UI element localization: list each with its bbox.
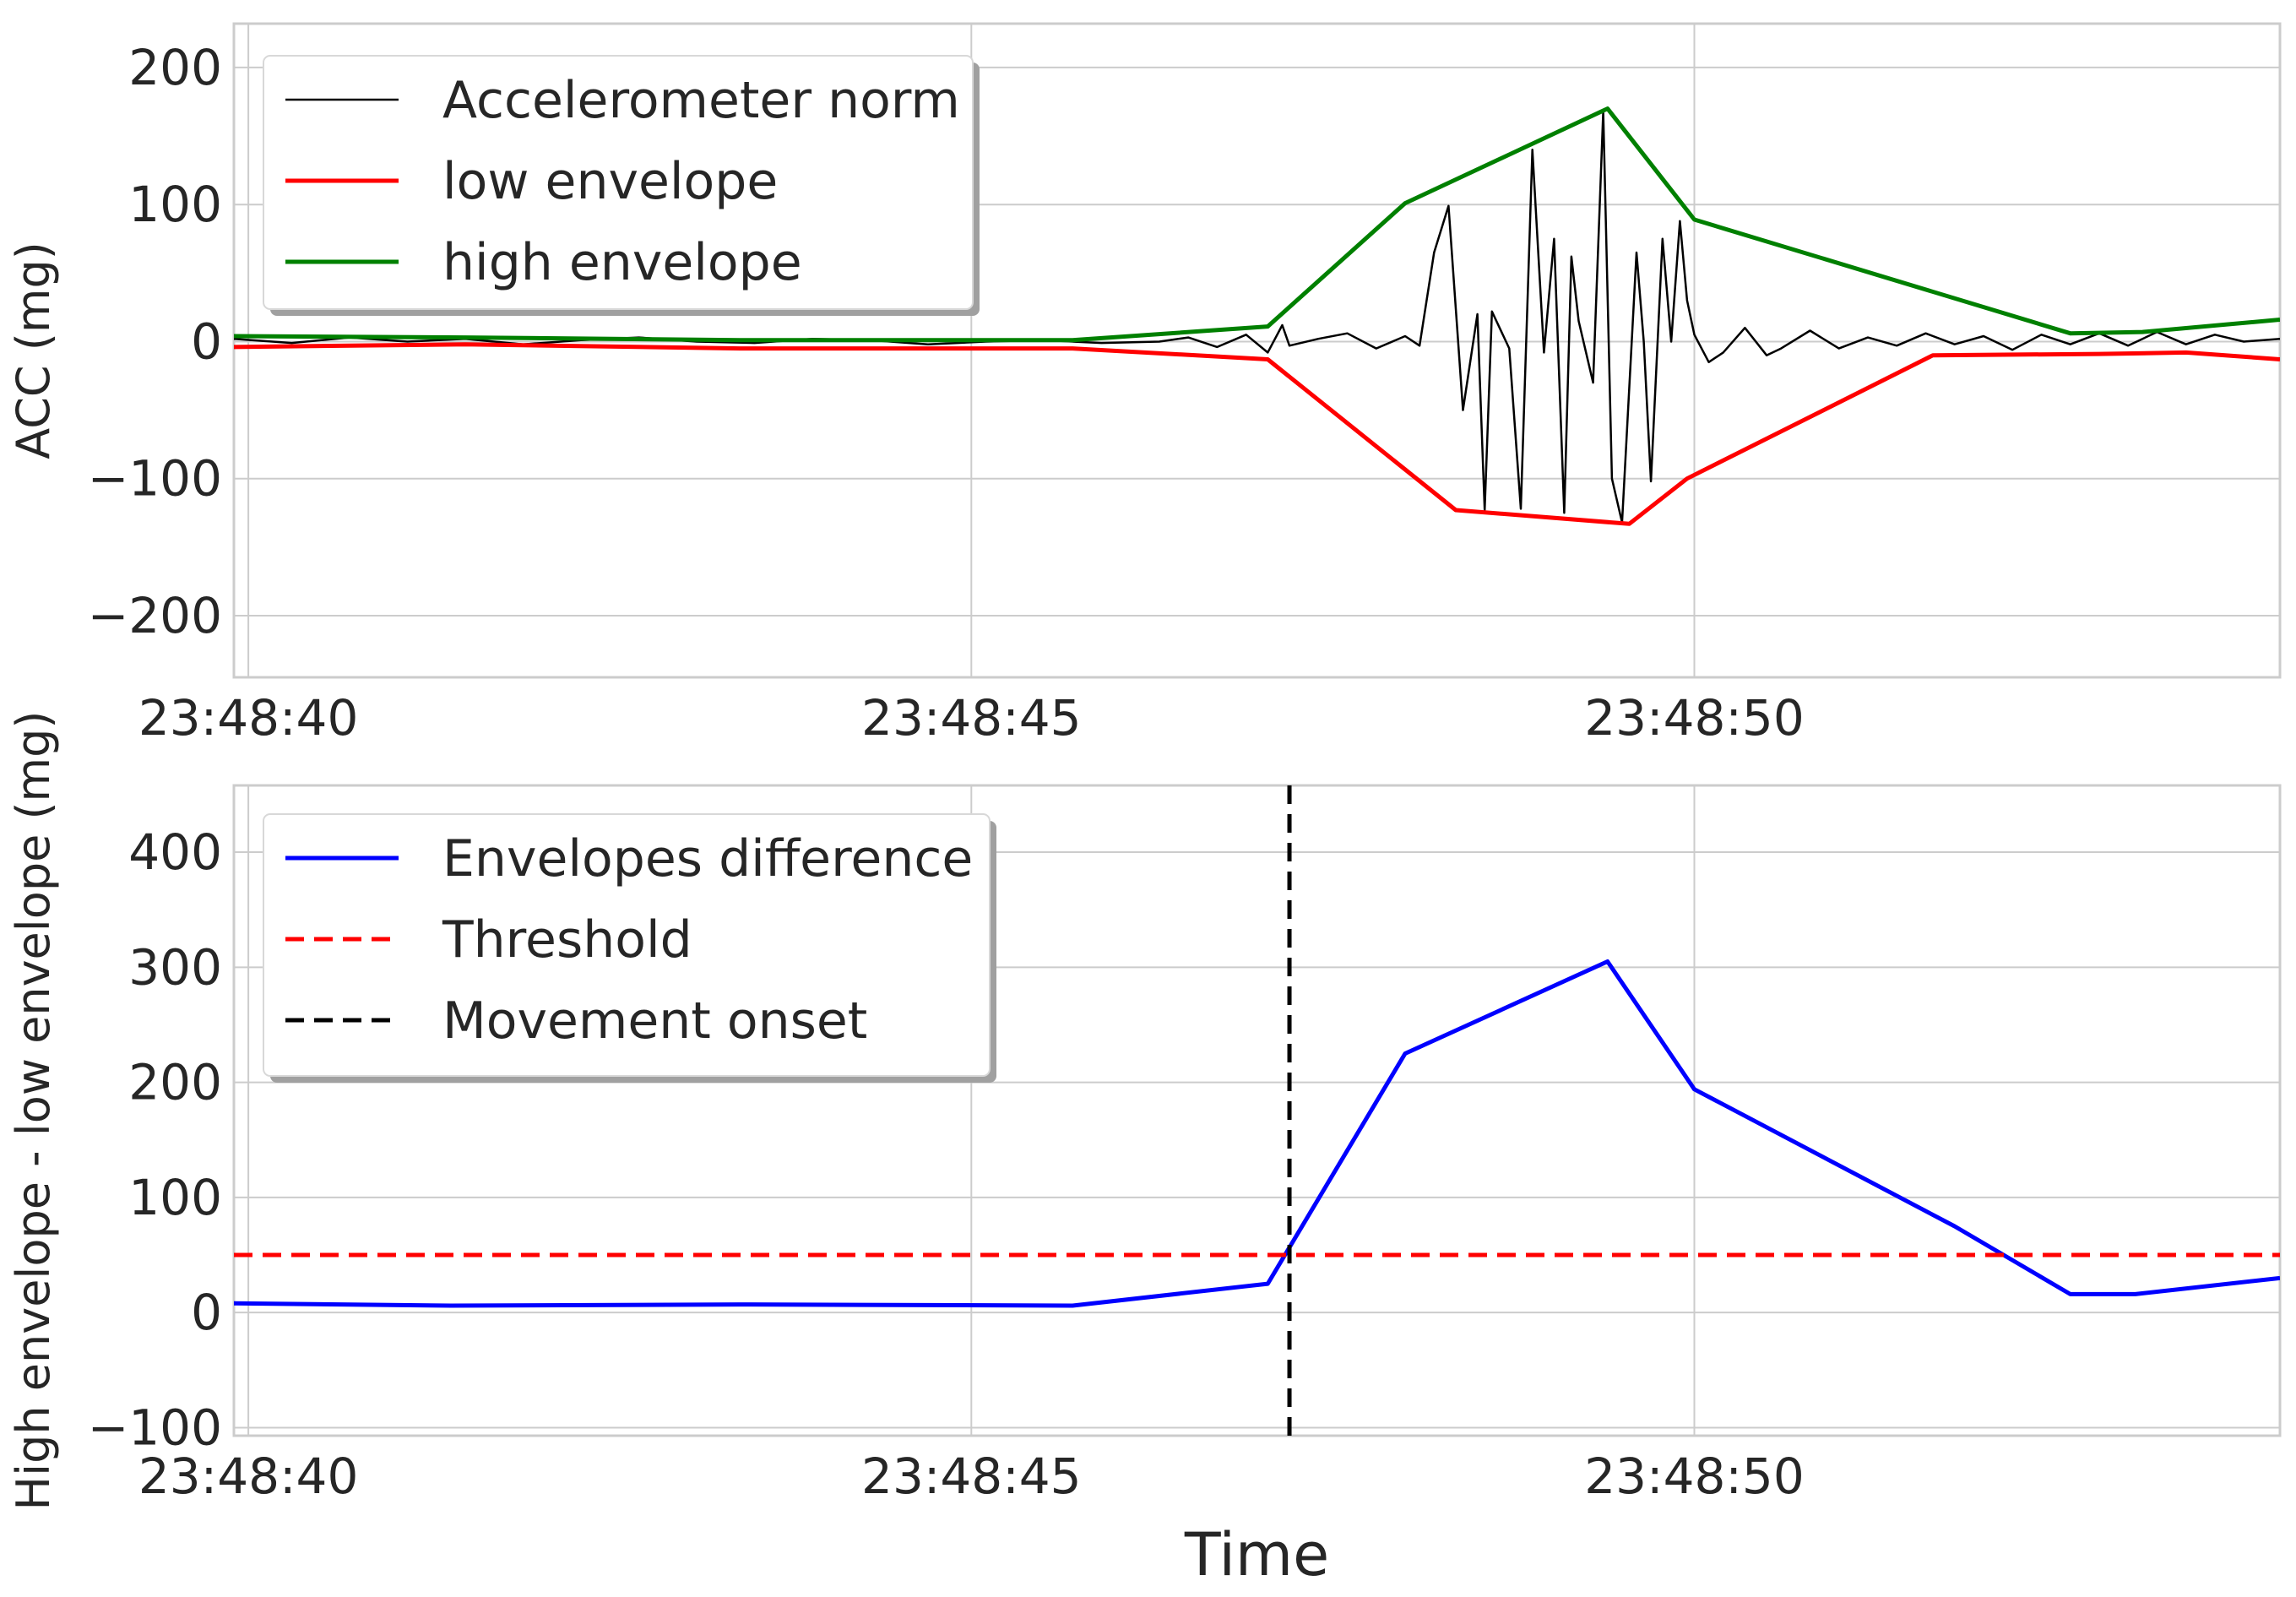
- legend-label-low-envelope: low envelope: [442, 152, 778, 211]
- x-axis-label: Time: [1184, 1520, 1329, 1589]
- legend: Accelerometer norm low envelope high envel…: [263, 55, 980, 316]
- y-axis-label: High envelope - low envelope (mg): [7, 711, 60, 1511]
- y-tick-label: 0: [191, 1284, 222, 1341]
- legend-label-accelerometer-norm: Accelerometer norm: [442, 71, 960, 130]
- y-tick-label: 0: [191, 312, 222, 370]
- y-tick-label: 200: [128, 1054, 222, 1111]
- x-tick-label: 23:48:40: [138, 689, 359, 747]
- plot-area: [234, 106, 2280, 526]
- accelerometer-norm-line: [234, 110, 2280, 524]
- legend-label-movement-onset: Movement onset: [442, 991, 867, 1051]
- envelopes-difference-line: [234, 959, 2280, 1308]
- x-tick-label: 23:48:45: [861, 1448, 1082, 1505]
- x-tick-label: 23:48:50: [1584, 689, 1805, 747]
- x-tick-label: 23:48:45: [861, 689, 1082, 747]
- plot-area: [234, 785, 2280, 1436]
- acc-panel: 23:48:40 23:48:45 23:48:50 200 100 0 −100 −200 A…: [7, 22, 2282, 747]
- y-tick-label: 300: [128, 938, 222, 996]
- y-tick-label: 200: [128, 39, 222, 96]
- y-tick-label: 100: [128, 176, 222, 233]
- envelope-difference-panel: 23:48:40 23:48:45 23:48:50 400 300 200 100 0 −10…: [7, 711, 2282, 1589]
- legend-label-high-envelope: high envelope: [442, 233, 802, 292]
- plot-frame: [232, 22, 2282, 679]
- legend-box: [263, 55, 974, 310]
- legend-label-envelopes-difference: Envelopes difference: [442, 829, 973, 888]
- x-tick-label: 23:48:40: [138, 1448, 359, 1505]
- legend-box: [263, 813, 991, 1077]
- high-envelope-line: [234, 106, 2280, 343]
- plot-frame: [232, 784, 2282, 1437]
- x-tick-label: 23:48:50: [1584, 1448, 1805, 1505]
- legend-label-threshold: Threshold: [442, 910, 692, 970]
- y-tick-label: −200: [88, 587, 222, 644]
- y-tick-label: −100: [88, 450, 222, 508]
- low-envelope-line: [234, 342, 2280, 526]
- y-tick-label: 400: [128, 823, 222, 881]
- legend: Envelopes difference Threshold Movement on…: [263, 813, 996, 1083]
- y-axis-label: ACC (mg): [7, 242, 60, 459]
- y-tick-label: −100: [88, 1399, 222, 1456]
- y-tick-label: 100: [128, 1169, 222, 1226]
